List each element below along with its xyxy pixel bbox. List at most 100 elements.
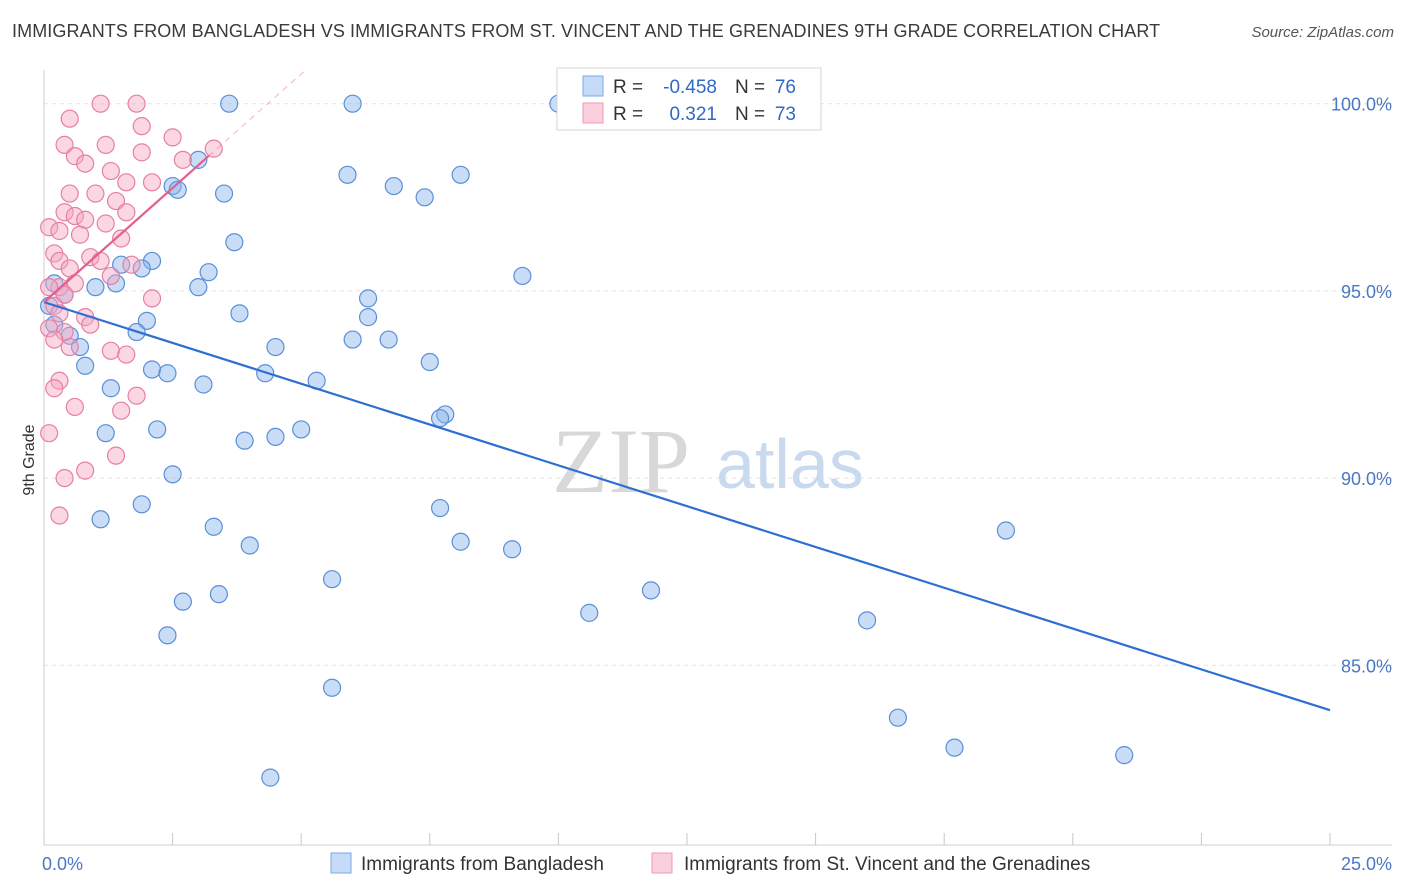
legend-swatch-stvincent: [651, 852, 673, 874]
stats-r-value-2: 0.321: [669, 104, 717, 125]
x-tick-marks: [43, 833, 1331, 845]
point-bangladesh-50: [132, 495, 151, 514]
point-stvincent-6: [96, 135, 115, 154]
point-stvincent-47: [101, 341, 120, 360]
point-bangladesh-64: [158, 626, 177, 645]
point-bangladesh-5: [451, 165, 470, 184]
y-tick-labels: 85.0% 90.0% 95.0% 100.0%: [1331, 95, 1392, 677]
point-bangladesh-44: [96, 424, 115, 443]
point-bangladesh-37: [158, 364, 177, 383]
point-stvincent-50: [45, 379, 64, 398]
point-bangladesh-29: [343, 330, 362, 349]
point-bangladesh-22: [358, 289, 378, 308]
point-stvincent-11: [76, 154, 95, 173]
stats-legend-swatch-pink: [582, 102, 604, 124]
point-bangladesh-34: [420, 352, 439, 372]
watermark: ZIP atlas: [552, 410, 864, 512]
point-stvincent-9: [65, 147, 84, 166]
y-tick-label-95: 95.0%: [1341, 282, 1392, 302]
point-bangladesh-33: [70, 337, 90, 357]
point-stvincent-53: [112, 401, 131, 420]
series-bangladesh-points: [40, 94, 1134, 787]
point-stvincent-51: [127, 386, 146, 405]
point-stvincent-37: [55, 285, 74, 304]
point-bangladesh-68: [1115, 746, 1134, 765]
point-bangladesh-14: [132, 259, 151, 278]
point-stvincent-31: [122, 255, 141, 274]
point-stvincent-13: [117, 173, 136, 192]
point-stvincent-48: [117, 345, 136, 364]
watermark-atlas: atlas: [716, 425, 864, 503]
point-stvincent-33: [101, 266, 120, 286]
stats-n-label-1: N =: [735, 77, 765, 98]
point-stvincent-18: [55, 203, 74, 222]
point-stvincent-0: [91, 94, 110, 113]
point-stvincent-23: [40, 218, 59, 237]
stats-n-value-1: 76: [775, 77, 796, 98]
point-bangladesh-15: [199, 263, 218, 282]
legend-label-bangladesh: Immigrants from Bangladesh: [361, 854, 604, 875]
point-stvincent-45: [45, 330, 64, 349]
point-stvincent-22: [96, 214, 115, 233]
stats-n-value-2: 73: [775, 104, 796, 125]
point-bangladesh-51: [430, 498, 450, 518]
stats-r-label-1: R =: [613, 77, 643, 98]
point-stvincent-14: [142, 173, 162, 192]
point-stvincent-15: [86, 184, 105, 203]
point-stvincent-24: [50, 221, 69, 241]
point-stvincent-38: [142, 289, 162, 308]
watermark-zip: ZIP: [552, 410, 690, 512]
point-stvincent-1: [127, 94, 146, 113]
point-bangladesh-49: [163, 465, 182, 484]
point-stvincent-56: [76, 461, 95, 480]
point-stvincent-57: [55, 468, 74, 488]
point-bangladesh-18: [86, 278, 105, 297]
point-bangladesh-30: [379, 330, 398, 349]
point-stvincent-28: [81, 248, 100, 267]
point-bangladesh-46: [292, 420, 311, 439]
point-bangladesh-54: [451, 532, 470, 551]
point-stvincent-19: [117, 203, 136, 222]
point-bangladesh-9: [214, 184, 234, 203]
legend-label-stvincent: Immigrants from St. Vincent and the Gren…: [684, 854, 1090, 875]
point-bangladesh-59: [641, 581, 661, 600]
point-bangladesh-62: [580, 603, 599, 622]
bottom-legend: Immigrants from Bangladesh Immigrants fr…: [330, 852, 1090, 875]
point-bangladesh-3: [189, 150, 208, 169]
point-stvincent-20: [65, 206, 84, 226]
point-bangladesh-26: [358, 308, 378, 327]
point-stvincent-52: [65, 397, 84, 417]
source-note: Source: ZipAtlas.com: [1251, 24, 1394, 41]
point-bangladesh-6: [384, 176, 403, 196]
point-bangladesh-23: [230, 304, 249, 323]
point-stvincent-16: [60, 184, 79, 203]
point-stvincent-8: [204, 139, 223, 158]
point-bangladesh-58: [322, 570, 342, 589]
point-bangladesh-10: [415, 188, 434, 207]
trend-line-bangladesh: [43, 301, 1331, 712]
point-bangladesh-43: [430, 409, 450, 428]
legend-swatch-bangladesh: [330, 852, 352, 874]
point-bangladesh-67: [945, 738, 964, 757]
axes: [43, 70, 1392, 846]
point-stvincent-54: [40, 424, 59, 443]
point-stvincent-2: [60, 109, 79, 128]
point-bangladesh-61: [173, 592, 192, 611]
point-bangladesh-40: [194, 375, 213, 394]
point-bangladesh-0: [220, 94, 239, 113]
point-bangladesh-65: [322, 678, 342, 697]
point-stvincent-17: [106, 191, 126, 211]
point-stvincent-30: [50, 251, 69, 271]
point-bangladesh-16: [513, 266, 532, 286]
y-tick-label-90: 90.0%: [1341, 469, 1392, 489]
point-stvincent-10: [173, 150, 192, 169]
point-bangladesh-1: [343, 94, 362, 113]
point-stvincent-5: [55, 135, 74, 154]
point-bangladesh-56: [996, 521, 1016, 540]
point-bangladesh-4: [338, 165, 357, 184]
point-bangladesh-11: [225, 233, 244, 252]
point-stvincent-29: [91, 251, 110, 271]
point-bangladesh-63: [857, 611, 877, 630]
point-bangladesh-66: [888, 708, 908, 727]
